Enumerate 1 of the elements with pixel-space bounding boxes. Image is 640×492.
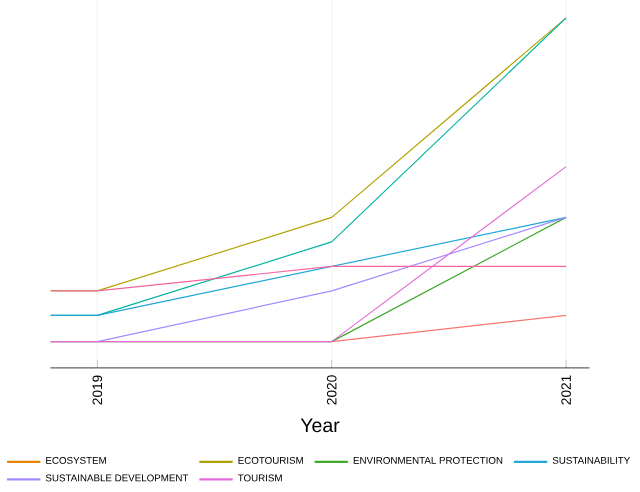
x-axis-title: Year: [300, 418, 340, 433]
